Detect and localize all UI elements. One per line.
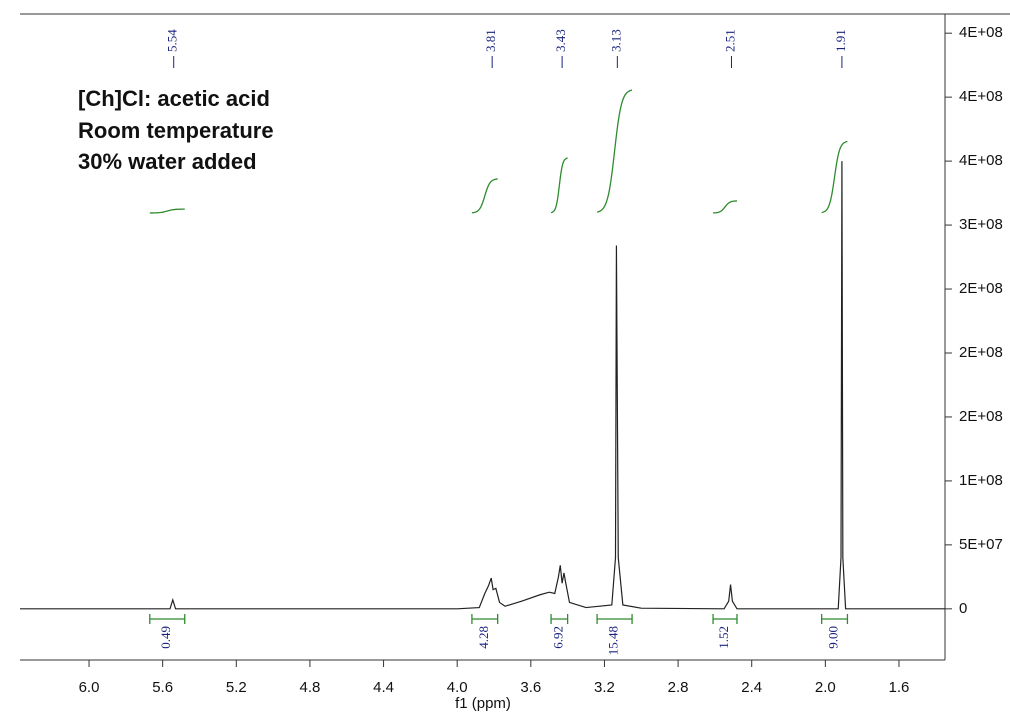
y-tick-label: 4E+08 (959, 152, 1003, 169)
peak-label: 3.13 (608, 29, 623, 52)
x-tick-label: 4.0 (447, 679, 468, 696)
integral-label: 0.49 (158, 626, 173, 649)
integral-curve (550, 157, 568, 214)
x-tick-label: 2.4 (741, 679, 762, 696)
integral-label: 6.92 (550, 626, 565, 649)
y-tick-label: 4E+08 (959, 24, 1003, 41)
integral-curve (821, 140, 848, 214)
x-tick-label: 2.8 (668, 679, 689, 696)
x-tick-label: 4.8 (299, 679, 320, 696)
integral-curve (713, 200, 738, 214)
y-tick-label: 3E+08 (959, 216, 1003, 233)
x-tick-label: 2.0 (815, 679, 836, 696)
integral-curve (471, 178, 498, 214)
peak-label: 3.43 (553, 29, 568, 52)
integral-label: 15.48 (606, 626, 621, 655)
x-axis-label: f1 (ppm) (455, 695, 511, 712)
x-tick-label: 4.4 (373, 679, 394, 696)
y-tick-label: 5E+07 (959, 536, 1003, 553)
x-tick-label: 3.2 (594, 679, 615, 696)
integral-curve (596, 89, 633, 213)
peak-label: 2.51 (722, 29, 737, 52)
y-tick-label: 4E+08 (959, 88, 1003, 105)
integral-label: 1.52 (716, 626, 731, 649)
annotation: 30% water added (78, 149, 257, 174)
y-tick-label: 2E+08 (959, 344, 1003, 361)
integral-curve (149, 208, 185, 214)
y-tick-label: 2E+08 (959, 280, 1003, 297)
y-tick-label: 1E+08 (959, 472, 1003, 489)
x-tick-label: 6.0 (79, 679, 100, 696)
annotation: Room temperature (78, 118, 274, 143)
y-tick-label: 0 (959, 600, 967, 617)
x-tick-label: 5.2 (226, 679, 247, 696)
peak-label: 5.54 (165, 29, 180, 52)
annotation: [Ch]Cl: acetic acid (78, 86, 270, 111)
spectrum-line (20, 161, 945, 610)
peak-label: 1.91 (833, 29, 848, 52)
x-tick-label: 5.6 (152, 679, 173, 696)
peak-label: 3.81 (483, 29, 498, 52)
integral-label: 9.00 (826, 626, 841, 649)
y-tick-label: 2E+08 (959, 408, 1003, 425)
x-tick-label: 1.6 (889, 679, 910, 696)
integral-label: 4.28 (476, 626, 491, 649)
x-tick-label: 3.6 (520, 679, 541, 696)
